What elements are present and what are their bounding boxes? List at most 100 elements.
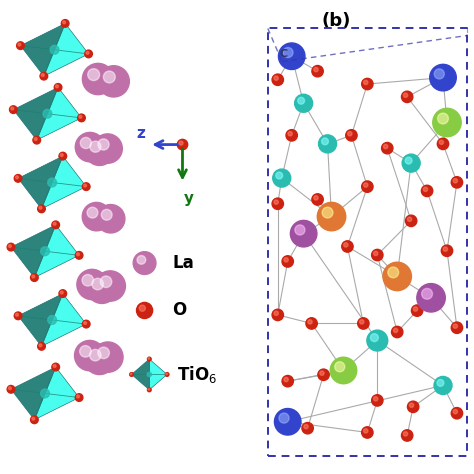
Text: (b): (b) <box>322 12 351 30</box>
Circle shape <box>74 340 105 371</box>
Circle shape <box>423 187 428 191</box>
Circle shape <box>87 207 98 218</box>
Circle shape <box>278 43 305 70</box>
Polygon shape <box>18 293 63 346</box>
Circle shape <box>60 291 63 294</box>
Circle shape <box>342 241 353 252</box>
Circle shape <box>30 416 38 424</box>
Circle shape <box>101 210 112 220</box>
Circle shape <box>306 318 317 329</box>
Text: C: C <box>280 49 288 59</box>
Circle shape <box>312 65 323 77</box>
Circle shape <box>147 357 151 361</box>
Circle shape <box>40 73 48 80</box>
Circle shape <box>422 288 432 299</box>
Circle shape <box>137 302 153 319</box>
Circle shape <box>16 176 18 179</box>
Circle shape <box>41 247 49 255</box>
Circle shape <box>405 157 412 164</box>
Circle shape <box>393 328 398 333</box>
Circle shape <box>434 69 444 79</box>
Circle shape <box>344 243 348 247</box>
Circle shape <box>39 344 42 346</box>
Circle shape <box>453 410 457 414</box>
Circle shape <box>382 143 393 154</box>
Circle shape <box>82 320 90 328</box>
Circle shape <box>93 134 122 163</box>
Polygon shape <box>42 293 86 346</box>
Circle shape <box>9 245 11 247</box>
Circle shape <box>77 395 80 398</box>
Circle shape <box>401 430 413 441</box>
Text: La: La <box>172 254 194 272</box>
Circle shape <box>11 107 14 110</box>
Circle shape <box>166 373 167 374</box>
Circle shape <box>78 114 85 122</box>
Circle shape <box>347 132 352 136</box>
Circle shape <box>401 91 413 102</box>
Circle shape <box>82 274 93 286</box>
Circle shape <box>16 313 18 316</box>
Circle shape <box>75 394 83 401</box>
Circle shape <box>79 115 82 118</box>
Circle shape <box>330 357 357 384</box>
Polygon shape <box>20 23 65 76</box>
Circle shape <box>60 154 63 156</box>
Circle shape <box>283 47 293 57</box>
Circle shape <box>335 362 345 372</box>
Circle shape <box>318 369 329 381</box>
Circle shape <box>276 172 283 179</box>
Circle shape <box>39 206 42 209</box>
Circle shape <box>30 274 38 282</box>
Circle shape <box>362 181 373 192</box>
Circle shape <box>148 358 149 359</box>
Circle shape <box>279 413 289 423</box>
Circle shape <box>312 194 323 205</box>
Circle shape <box>32 417 35 420</box>
Circle shape <box>388 267 399 278</box>
Circle shape <box>439 140 444 145</box>
Polygon shape <box>13 87 58 140</box>
Circle shape <box>148 389 149 390</box>
Circle shape <box>362 427 373 438</box>
Circle shape <box>147 388 151 392</box>
Circle shape <box>34 137 37 140</box>
Circle shape <box>274 76 278 80</box>
Circle shape <box>374 251 378 255</box>
Circle shape <box>308 319 312 324</box>
Circle shape <box>372 249 383 261</box>
Circle shape <box>50 46 59 54</box>
Circle shape <box>430 64 456 91</box>
Text: O: O <box>172 301 186 319</box>
Circle shape <box>358 318 369 329</box>
Circle shape <box>52 363 60 371</box>
Circle shape <box>451 408 463 419</box>
Polygon shape <box>11 225 55 278</box>
Circle shape <box>98 139 109 150</box>
Circle shape <box>314 67 318 72</box>
Polygon shape <box>35 367 79 420</box>
Circle shape <box>82 64 114 95</box>
Circle shape <box>48 178 56 187</box>
Circle shape <box>130 373 132 374</box>
Circle shape <box>139 305 146 311</box>
Circle shape <box>133 252 156 274</box>
Circle shape <box>286 130 297 141</box>
Circle shape <box>9 106 17 113</box>
Circle shape <box>403 432 408 436</box>
Circle shape <box>147 373 152 376</box>
Circle shape <box>282 375 293 387</box>
Circle shape <box>392 326 403 337</box>
Circle shape <box>90 141 101 152</box>
Circle shape <box>284 377 288 382</box>
Polygon shape <box>37 87 82 140</box>
Circle shape <box>103 71 115 83</box>
Circle shape <box>421 185 433 197</box>
Circle shape <box>98 66 129 97</box>
Polygon shape <box>18 156 63 209</box>
Circle shape <box>177 139 188 150</box>
Circle shape <box>82 183 90 191</box>
Circle shape <box>451 322 463 333</box>
Circle shape <box>304 424 308 429</box>
Polygon shape <box>44 23 89 76</box>
